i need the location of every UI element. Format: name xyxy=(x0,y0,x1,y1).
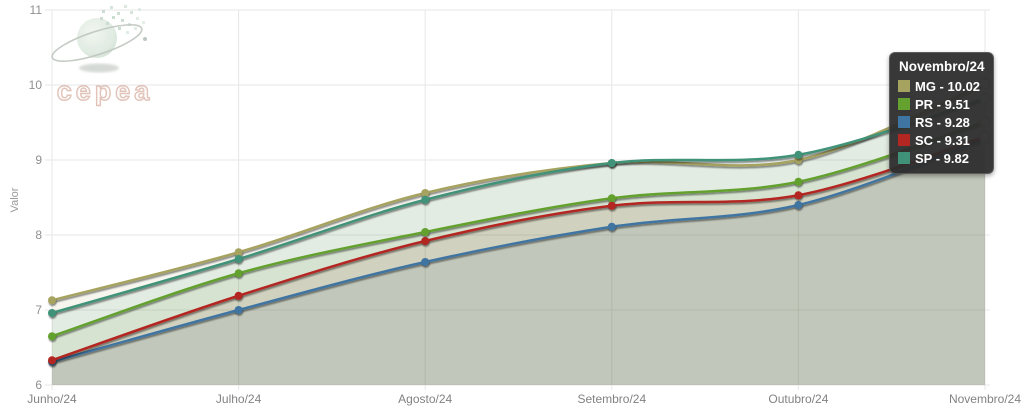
x-tick-label: Julho/24 xyxy=(215,392,262,406)
data-point-RS[interactable] xyxy=(421,258,430,266)
series-swatch-SC xyxy=(898,134,910,146)
series-value-label: RS - 9.28 xyxy=(915,114,970,130)
data-point-SP[interactable] xyxy=(607,159,616,167)
y-tick-label: 7 xyxy=(35,303,42,317)
globe-icon: cepea xyxy=(51,5,154,107)
data-point-PR[interactable] xyxy=(48,332,56,341)
line-series-MG[interactable] xyxy=(50,82,987,302)
area-fill-MG xyxy=(52,83,985,385)
y-axis-title: Valor xyxy=(9,187,21,213)
y-tick-label: 9 xyxy=(35,153,42,167)
tooltip-header: Novembro/24 xyxy=(899,59,985,74)
data-point-RS[interactable] xyxy=(607,222,616,231)
x-tick-label: Outubro/24 xyxy=(768,392,829,406)
line-series-SP[interactable] xyxy=(50,97,987,315)
line-series-SC[interactable] xyxy=(50,135,987,362)
x-tick-label: Novembro/24 xyxy=(948,392,1022,406)
tooltip-rows: MG - 10.02 PR - 9.51 RS - 9.28 SC - 9.31 SP … xyxy=(898,77,985,167)
tooltip-row-SP: SP - 9.82 xyxy=(898,149,985,167)
series-value-label: SC - 9.31 xyxy=(915,132,970,148)
data-point-SP[interactable] xyxy=(48,309,56,317)
series-value-label: SP - 9.82 xyxy=(915,150,969,166)
data-point-SP[interactable] xyxy=(234,255,243,263)
area-fill-SC xyxy=(52,136,985,385)
data-point-MG[interactable] xyxy=(421,189,430,197)
data-point-SC[interactable] xyxy=(234,291,243,300)
data-point-PR[interactable] xyxy=(607,194,616,203)
cepea-logo: cepea xyxy=(40,0,172,115)
line-series-RS[interactable] xyxy=(50,137,987,363)
tooltip-row-SC: SC - 9.31 xyxy=(898,131,985,149)
y-tick-label: 6 xyxy=(35,378,42,392)
area-fill-PR xyxy=(52,121,985,385)
series-swatch-RS xyxy=(898,116,910,128)
data-point-MG[interactable] xyxy=(234,248,243,257)
area-fill-RS xyxy=(52,139,985,385)
data-point-PR[interactable] xyxy=(794,177,803,186)
data-point-SP[interactable] xyxy=(794,150,803,159)
x-tick-label: Setembro/24 xyxy=(577,392,647,406)
y-tick-label: 11 xyxy=(29,3,42,17)
y-tick-label: 10 xyxy=(28,78,42,92)
data-point-SC[interactable] xyxy=(421,237,430,245)
y-tick-label: 8 xyxy=(35,228,42,242)
tooltip-row-RS: RS - 9.28 xyxy=(898,113,985,131)
data-point-PR[interactable] xyxy=(421,228,430,236)
series-value-label: PR - 9.51 xyxy=(915,96,970,112)
data-point-SC[interactable] xyxy=(607,201,616,210)
tooltip-row-MG: MG - 10.02 xyxy=(898,77,985,95)
series-swatch-PR xyxy=(898,98,910,110)
data-point-SC[interactable] xyxy=(794,191,803,200)
cepea-wordmark: cepea xyxy=(57,76,154,106)
x-tick-label: Junho/24 xyxy=(27,392,77,406)
tooltip: Novembro/24 MG - 10.02 PR - 9.51 RS - 9.28… xyxy=(889,52,994,174)
series-value-label: MG - 10.02 xyxy=(915,78,981,94)
data-point-MG[interactable] xyxy=(48,296,56,305)
tooltip-row-PR: PR - 9.51 xyxy=(898,95,985,113)
x-tick-label: Agosto/24 xyxy=(398,392,453,406)
data-point-RS[interactable] xyxy=(234,306,243,314)
series-swatch-MG xyxy=(898,80,910,92)
series-swatch-SP xyxy=(898,152,910,164)
data-point-RS[interactable] xyxy=(794,201,803,209)
data-point-SP[interactable] xyxy=(421,195,430,204)
data-point-SC[interactable] xyxy=(48,356,56,365)
line-series-PR[interactable] xyxy=(50,120,987,338)
data-point-PR[interactable] xyxy=(234,269,243,278)
